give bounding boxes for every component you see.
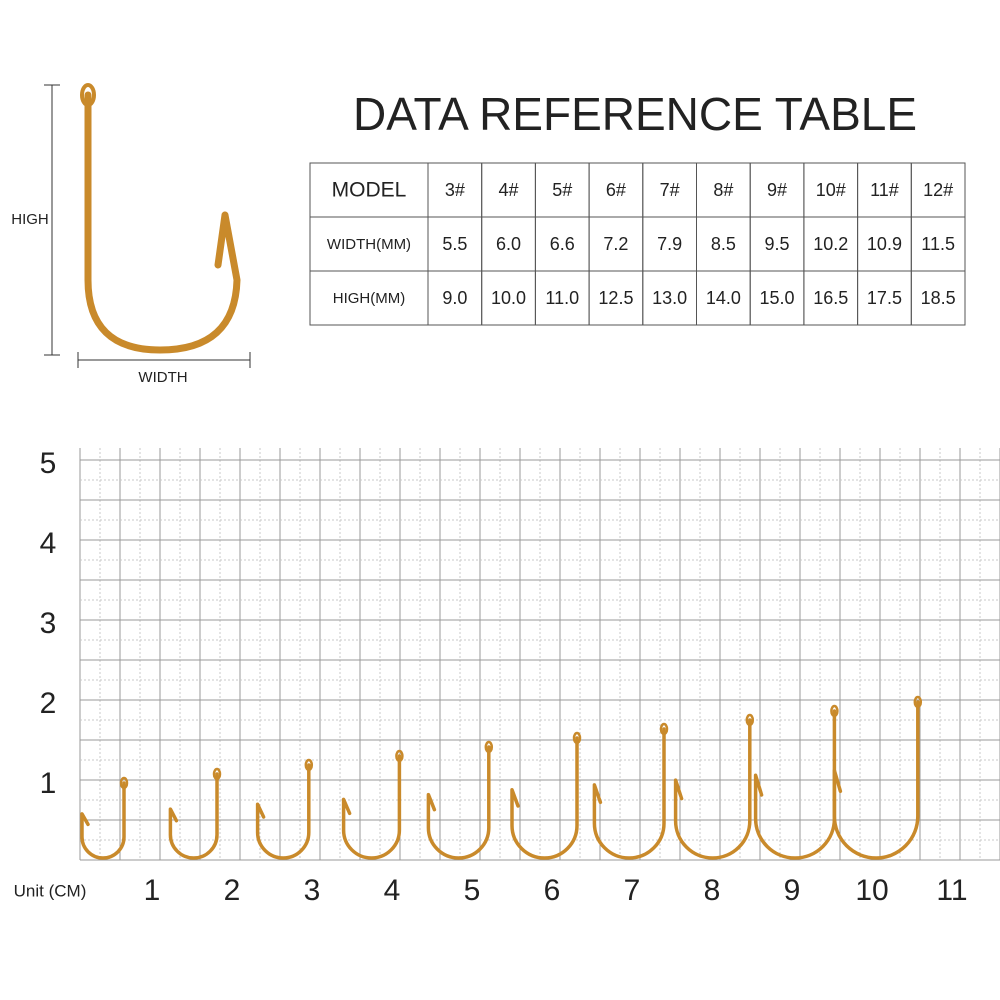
cell-text: 17.5 xyxy=(867,288,902,308)
hook-eye xyxy=(484,740,494,754)
hook xyxy=(168,772,219,860)
row-header: WIDTH(MM) xyxy=(327,236,411,253)
x-ruler-label: 11 xyxy=(936,874,967,907)
hook-diagram: HIGH WIDTH xyxy=(11,83,251,386)
cell-text: 10.0 xyxy=(491,288,526,308)
cell-text: 16.5 xyxy=(813,288,848,308)
hook xyxy=(255,763,311,860)
cell-text: 14.0 xyxy=(706,288,741,308)
hook xyxy=(80,781,126,860)
cell-text: 3# xyxy=(445,180,465,200)
cell-text: 12.5 xyxy=(598,288,633,308)
cell-text: 4# xyxy=(499,180,519,200)
cell-text: 6.6 xyxy=(550,234,575,254)
y-ruler-label: 1 xyxy=(40,767,57,800)
x-ruler-label: 5 xyxy=(464,874,481,907)
cell-text: 15.0 xyxy=(760,288,795,308)
y-ruler-label: 5 xyxy=(40,447,57,480)
cell-text: 12# xyxy=(923,180,953,200)
hook xyxy=(426,745,491,860)
hook-eye xyxy=(395,749,404,763)
y-ruler-label: 3 xyxy=(40,607,57,640)
hook-eye xyxy=(119,776,129,790)
cell-text: 10.9 xyxy=(867,234,902,254)
hook xyxy=(592,727,666,860)
row-header: HIGH(MM) xyxy=(333,290,405,307)
cell-text: 5# xyxy=(552,180,572,200)
cell-text: 9.0 xyxy=(442,288,467,308)
cell-text: 9.5 xyxy=(765,234,790,254)
x-ruler-label: 6 xyxy=(544,874,561,907)
unit-label: Unit (CM) xyxy=(14,881,87,900)
cell-text: 18.5 xyxy=(921,288,956,308)
x-ruler-label: 2 xyxy=(224,874,241,907)
table-cell xyxy=(910,270,966,326)
hook-eye xyxy=(212,767,222,781)
hook xyxy=(832,700,920,860)
large-hook xyxy=(84,91,241,354)
cell-text: 8.5 xyxy=(711,234,736,254)
cell-text: 7.9 xyxy=(657,234,682,254)
hook-eye xyxy=(830,704,839,718)
cell-text: 8# xyxy=(713,180,733,200)
cell-text: 9# xyxy=(767,180,787,200)
x-ruler-label: 3 xyxy=(304,874,321,907)
hook-eye xyxy=(913,695,923,709)
y-ruler-label: 4 xyxy=(40,527,57,560)
hook-eye xyxy=(80,83,96,107)
hook-eye xyxy=(304,758,314,772)
y-ruler-label: 2 xyxy=(40,687,57,720)
title: DATA REFERENCE TABLE xyxy=(353,88,917,140)
cell-text: 11# xyxy=(870,180,899,200)
x-ruler-label: 1 xyxy=(144,874,161,907)
cell-text: 7# xyxy=(660,180,680,200)
x-ruler-label: 7 xyxy=(624,874,641,907)
cell-text: 11.5 xyxy=(921,234,955,254)
width-label: WIDTH xyxy=(138,369,187,386)
cell-text: 10.2 xyxy=(813,234,848,254)
cell-text: 13.0 xyxy=(652,288,687,308)
high-label: HIGH xyxy=(11,211,49,228)
hook xyxy=(673,718,752,860)
hook xyxy=(341,754,402,860)
hook-eye xyxy=(745,713,755,727)
hook-eye xyxy=(572,731,582,745)
hook xyxy=(753,709,837,860)
hook-eye xyxy=(659,722,669,736)
x-ruler-label: 9 xyxy=(784,874,801,907)
cell-text: 6# xyxy=(606,180,626,200)
x-ruler-label: 10 xyxy=(855,874,888,907)
cell-text: 11.0 xyxy=(545,288,579,308)
cell-text: 5.5 xyxy=(442,234,467,254)
x-ruler-label: 4 xyxy=(384,874,401,907)
hook xyxy=(510,736,579,860)
row-header: MODEL xyxy=(332,179,407,202)
cell-text: 7.2 xyxy=(603,234,628,254)
x-ruler-label: 8 xyxy=(704,874,721,907)
cell-text: 10# xyxy=(816,180,846,200)
cell-text: 6.0 xyxy=(496,234,521,254)
